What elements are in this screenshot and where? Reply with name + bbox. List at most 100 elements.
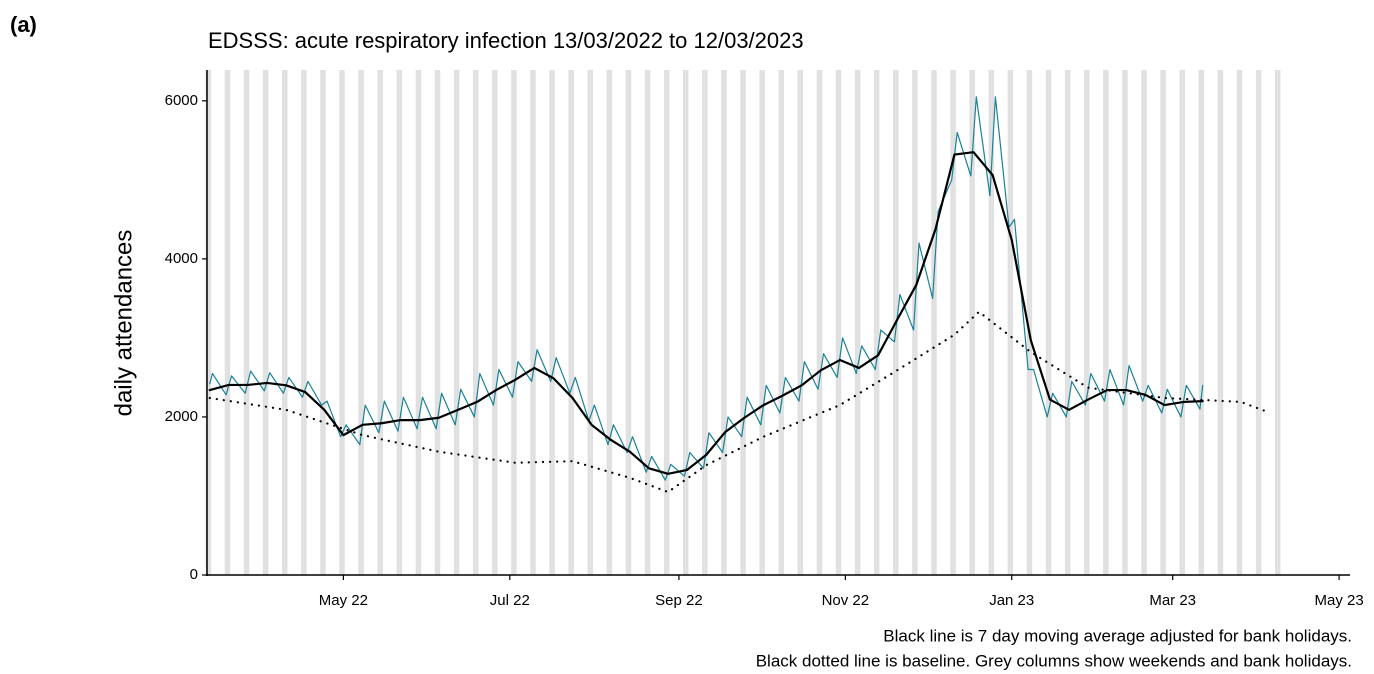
weekend-column — [1122, 70, 1125, 575]
weekend-column — [492, 70, 495, 575]
weekend-column — [1144, 70, 1147, 575]
weekend-column — [778, 70, 782, 575]
weekend-column — [609, 70, 613, 575]
weekend-column — [835, 70, 839, 575]
chart-title: EDSSS: acute respiratory infection 13/03… — [208, 28, 804, 53]
weekend-column — [530, 70, 533, 575]
series-line — [208, 151, 1204, 475]
weekend-column — [1179, 70, 1183, 575]
weekend-column — [933, 70, 937, 575]
weekend-column — [647, 70, 651, 575]
weekend-column — [227, 70, 231, 575]
x-tick-label: Sep 22 — [655, 592, 703, 609]
weekend-column — [1007, 70, 1011, 575]
weekend-column — [685, 70, 689, 575]
series-line — [209, 96, 1204, 481]
weekend-column — [1277, 70, 1281, 575]
weekend-column — [587, 70, 591, 575]
weekend-column — [702, 70, 705, 575]
weekend-column — [399, 70, 403, 575]
weekend-column — [590, 70, 594, 575]
weekend-column — [606, 70, 610, 575]
weekend-column — [552, 70, 555, 575]
weekend-column — [873, 70, 877, 575]
weekend-column — [723, 70, 727, 575]
weekend-column — [1220, 70, 1224, 575]
weekend-column — [931, 70, 934, 575]
weekend-column — [246, 70, 250, 575]
weekend-column — [1236, 70, 1240, 575]
weekend-column — [762, 70, 765, 575]
weekend-column — [1045, 70, 1049, 575]
weekend-column — [1124, 70, 1128, 575]
weekend-column — [1274, 70, 1278, 575]
weekend-column — [816, 70, 820, 575]
series-line — [208, 310, 1270, 494]
weekend-column — [472, 70, 476, 575]
weekend-column — [663, 70, 667, 575]
weekend-column — [800, 70, 804, 575]
weekend-column — [301, 70, 304, 575]
weekend-column — [571, 70, 574, 575]
weekend-column — [532, 70, 536, 575]
weekend-column — [759, 70, 763, 575]
weekend-column — [434, 70, 438, 575]
weekend-column — [284, 70, 288, 575]
panel-label: (a) — [10, 12, 37, 37]
weekend-column — [1086, 70, 1090, 575]
y-tick-label: 6000 — [165, 92, 198, 109]
weekend-column — [418, 70, 422, 575]
weekend-column — [876, 70, 880, 575]
weekend-column — [797, 70, 801, 575]
weekend-column — [415, 70, 419, 575]
weekend-column — [339, 70, 343, 575]
x-tick-label: Jul 22 — [490, 592, 530, 609]
weekend-column — [437, 70, 441, 575]
weekend-column — [322, 70, 326, 575]
weekend-column — [743, 70, 746, 575]
weekend-column — [972, 70, 975, 575]
x-tick-label: May 22 — [319, 592, 368, 609]
weekend-column — [549, 70, 553, 575]
weekend-column — [644, 70, 648, 575]
y-axis-label: daily attendances — [110, 230, 137, 417]
weekend-column — [475, 70, 479, 575]
x-tick-label: Nov 22 — [822, 592, 870, 609]
weekend-column — [456, 70, 460, 575]
weekend-column — [511, 70, 514, 575]
weekend-column — [453, 70, 457, 575]
weekend-column — [740, 70, 744, 575]
weekend-column — [358, 70, 362, 575]
weekend-column — [396, 70, 400, 575]
weekend-column — [224, 70, 228, 575]
weekend-column — [1067, 70, 1071, 575]
weekend-column — [988, 70, 992, 575]
weekend-column — [1029, 70, 1033, 575]
y-tick-label: 0 — [190, 566, 198, 583]
weekend-column — [991, 70, 995, 575]
weekend-column — [857, 70, 861, 575]
weekend-column — [969, 70, 973, 575]
weekend-column — [513, 70, 517, 575]
note: Black line is 7 day moving average adjus… — [883, 626, 1352, 645]
weekend-column — [1103, 70, 1106, 575]
weekend-column — [1010, 70, 1014, 575]
weekend-column — [721, 70, 724, 575]
weekend-column — [243, 70, 247, 575]
weekend-column — [1141, 70, 1145, 575]
weekend-column — [628, 70, 632, 575]
weekend-column — [303, 70, 307, 575]
x-tick-label: Jan 23 — [989, 592, 1034, 609]
weekend-column — [282, 70, 285, 575]
weekend-column — [1182, 70, 1185, 575]
weekend-column — [1160, 70, 1164, 575]
weekend-column — [265, 70, 269, 575]
weekend-column — [320, 70, 323, 575]
weekend-column — [781, 70, 784, 575]
weekend-column — [704, 70, 708, 575]
weekend-column — [1217, 70, 1221, 575]
weekend-column — [950, 70, 954, 575]
weekend-column — [1048, 70, 1052, 575]
weekend-column — [1084, 70, 1087, 575]
